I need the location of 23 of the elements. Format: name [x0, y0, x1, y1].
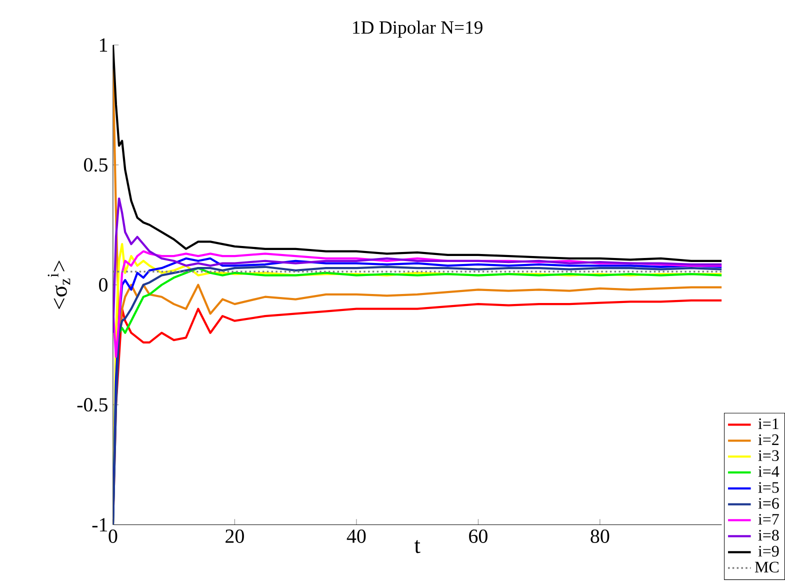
legend-label: i=4	[758, 466, 780, 477]
x-tick-label: 40	[346, 530, 366, 544]
y-tick-label: 1	[100, 38, 108, 52]
legend-label: i=1	[758, 418, 778, 430]
legend-label: i=2	[758, 434, 779, 446]
legend-label: i=8	[758, 530, 779, 541]
x-tick-label: 80	[590, 530, 610, 544]
x-tick-label: 20	[226, 530, 244, 544]
y-tick-label: 0	[99, 278, 108, 292]
x-axis-title: t	[414, 540, 420, 554]
x-tick-label: 60	[469, 530, 488, 544]
legend-label: i=6	[758, 498, 779, 509]
legend-label: i=9	[758, 546, 779, 557]
x-tick-label: 0	[108, 530, 118, 544]
y-tick-label: -1	[92, 518, 108, 532]
y-tick-label: 0.5	[84, 158, 108, 172]
chart-title: 1D Dipolar N=19	[353, 20, 482, 38]
legend-label: MC	[754, 562, 779, 573]
legend-label: i=5	[758, 482, 779, 493]
y-axis-title: <σ$_{z}$$^{i}$>	[48, 260, 70, 310]
y-tick-label: -0.5	[77, 398, 108, 412]
legend-label: i=3	[758, 450, 779, 462]
legend-label: i=7	[758, 514, 779, 525]
